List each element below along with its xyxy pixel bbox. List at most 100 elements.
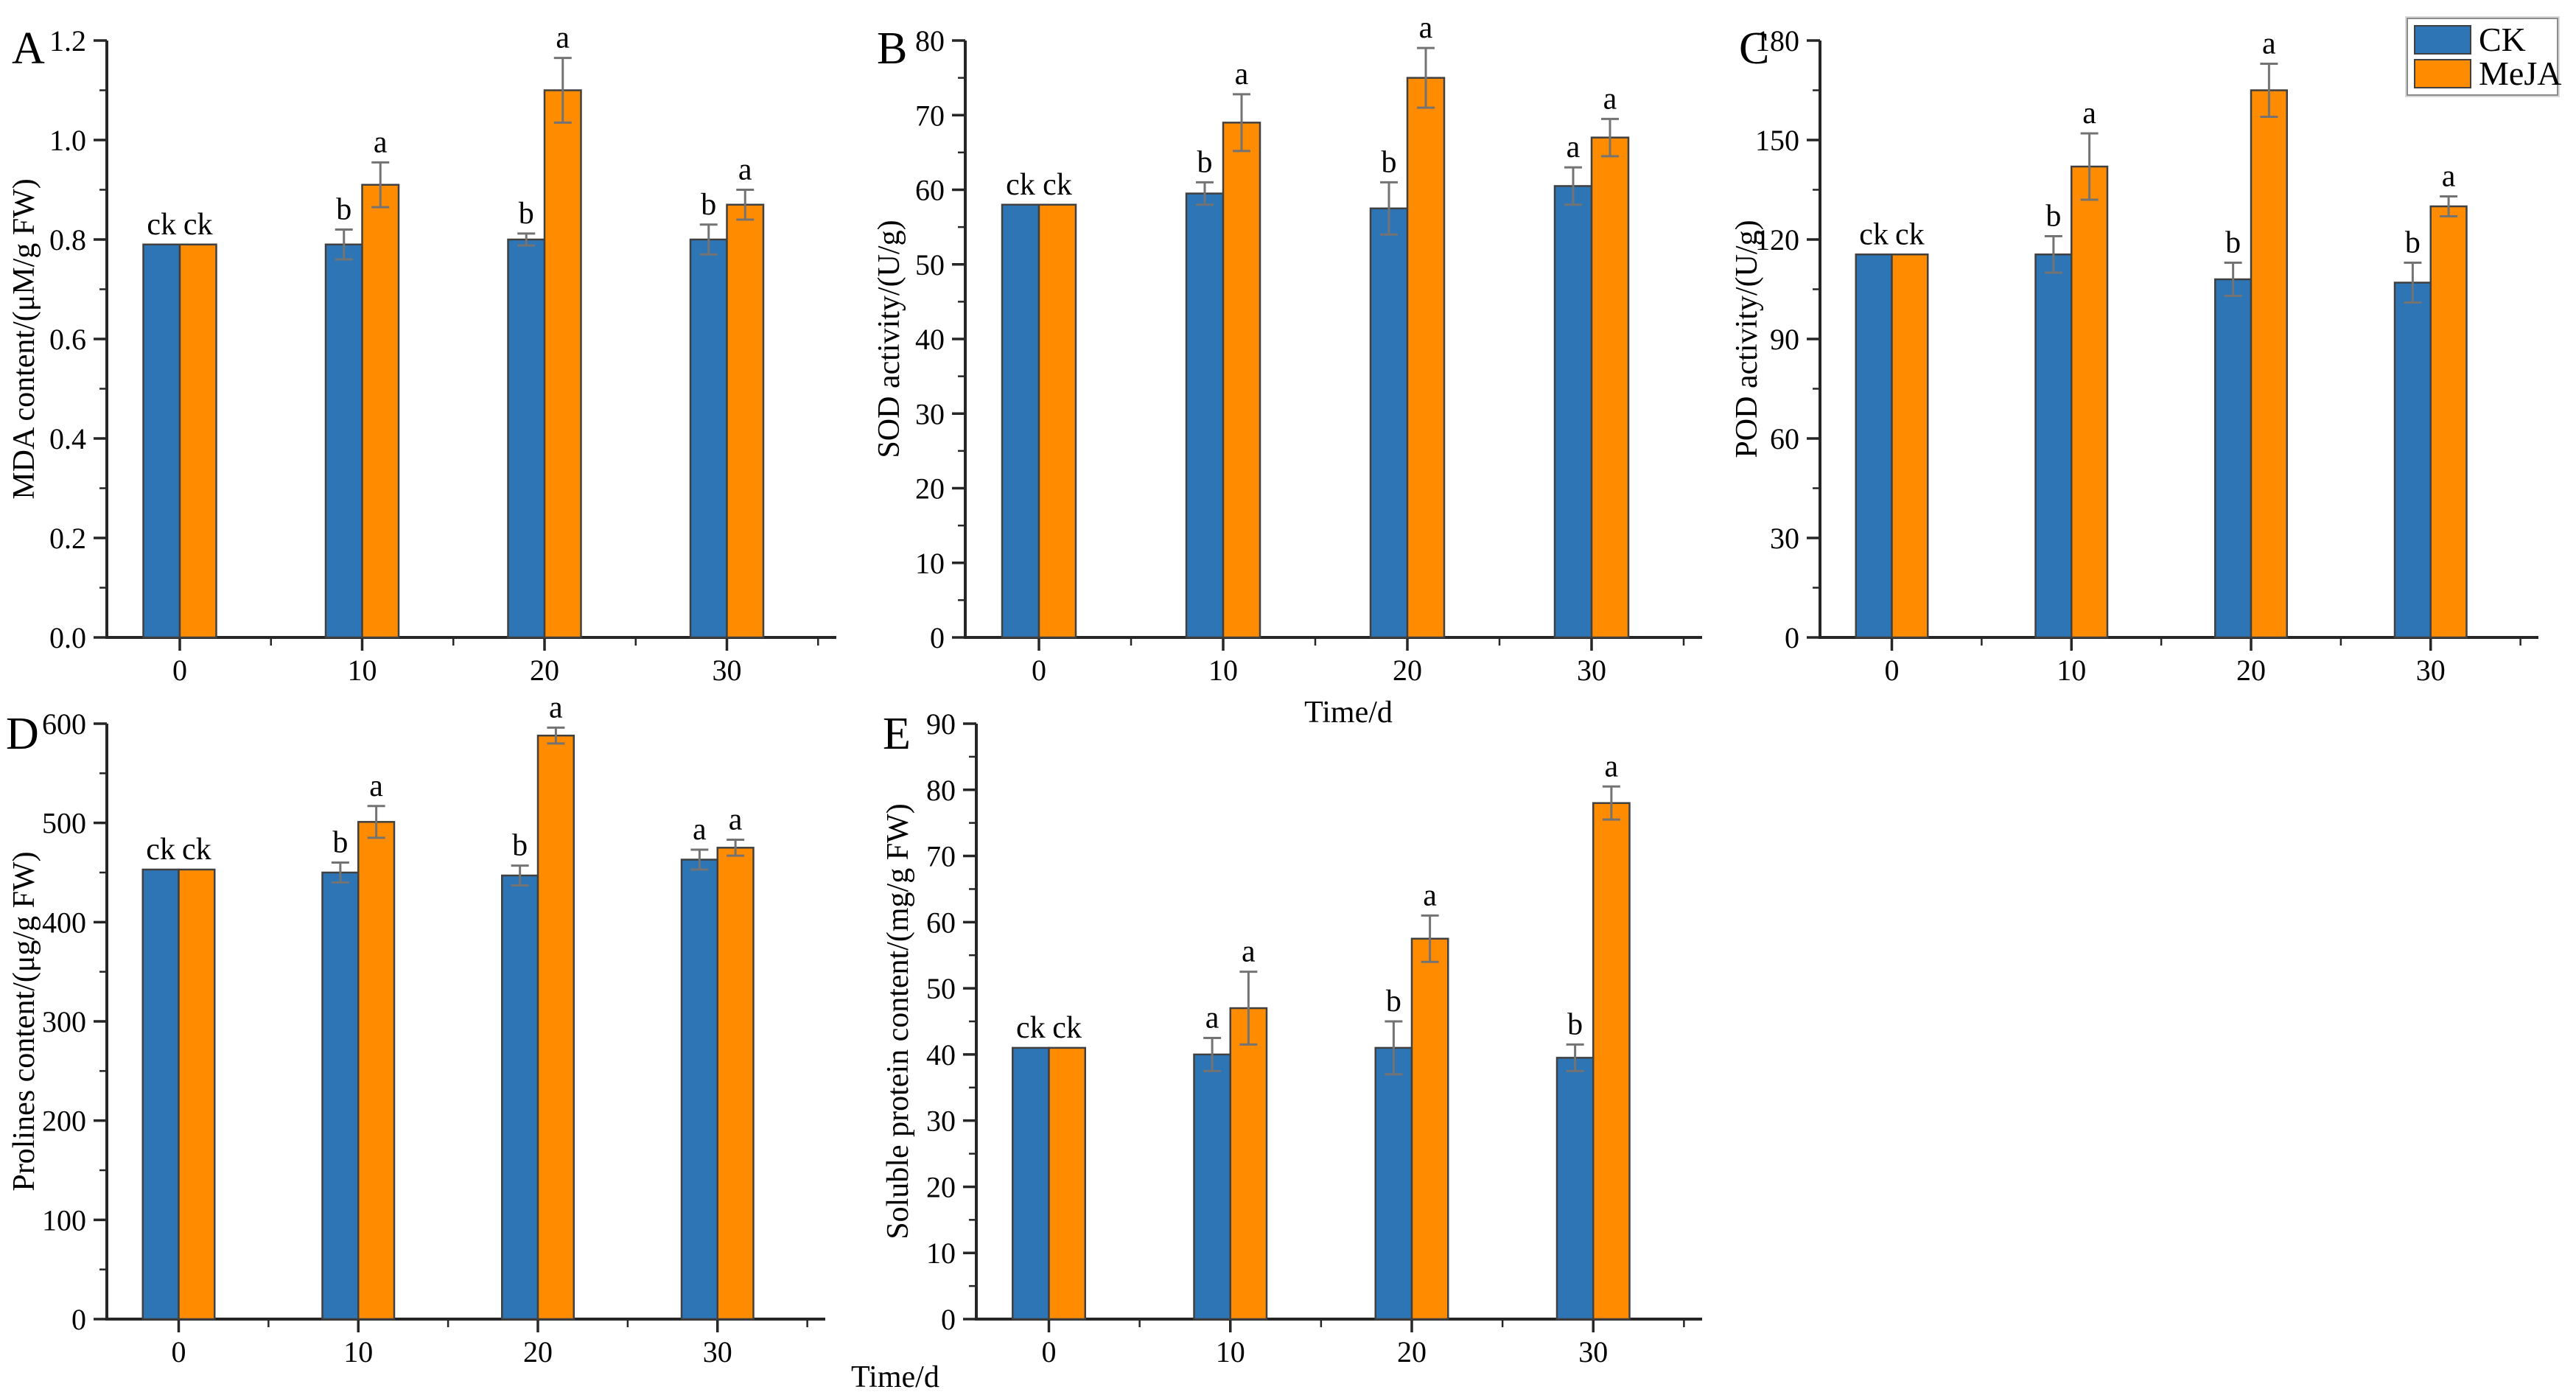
panel-letter-B: B (877, 24, 907, 74)
sig-label-ck-t30: b (2405, 226, 2421, 260)
legend-label-meja: MeJA (2479, 55, 2562, 92)
bar-meja-t0 (1891, 254, 1929, 639)
x-tick-label: 0 (1885, 654, 1900, 687)
y-axis-title-C: POD activity/(U/g) (1730, 220, 1764, 458)
x-tick-label: 20 (1393, 654, 1422, 687)
bar-ck-t20 (507, 238, 546, 639)
sig-label-ck-t10: b (2045, 200, 2061, 234)
sig-label-meja-t0: ck (1043, 168, 1072, 202)
y-tick-label: 60 (1770, 422, 1799, 455)
y-tick-label: 0.0 (49, 621, 86, 654)
bar-ck-t0 (1012, 1046, 1050, 1321)
y-axis-title-B: SOD activity/(U/g) (872, 220, 906, 458)
bar-ck-t30 (2393, 282, 2432, 639)
x-axis-title-D: Time/d (851, 1360, 939, 1394)
legend-swatch-meja (2414, 59, 2471, 88)
x-tick-label: 0 (1032, 654, 1046, 687)
legend: CK MeJA (2407, 18, 2562, 96)
bar-meja-t20 (543, 89, 582, 639)
y-tick-label: 40 (915, 323, 945, 356)
y-axis-title-E: Soluble protein content/(mg/g FW) (881, 803, 915, 1239)
y-tick-label: 0 (1785, 621, 1799, 654)
bar-meja-t30 (1590, 136, 1630, 639)
y-axis-title-D: Prolines content/(μg/g FW) (7, 851, 41, 1191)
y-tick-label: 400 (42, 906, 86, 939)
x-tick-label: 20 (523, 1335, 553, 1368)
sig-label-meja-t30: a (1605, 749, 1619, 783)
y-tick-label: 0.6 (49, 323, 86, 356)
x-tick-label: 30 (2416, 654, 2446, 687)
x-tick-label: 10 (348, 654, 377, 687)
sig-label-ck-t20: b (519, 197, 534, 231)
x-tick-label: 10 (1216, 1335, 1245, 1368)
y-tick-label: 70 (915, 99, 945, 132)
y-tick-label: 10 (926, 1237, 956, 1270)
bar-meja-t30 (2429, 205, 2468, 639)
sig-label-ck-t10: a (1205, 1001, 1219, 1035)
x-tick-label: 20 (1397, 1335, 1427, 1368)
sig-label-ck-t0: ck (1016, 1011, 1046, 1045)
sig-label-ck-t0: ck (147, 208, 176, 242)
bar-ck-t0 (142, 243, 181, 639)
sig-label-ck-t0: ck (146, 833, 175, 867)
sig-label-meja-t10: a (1242, 935, 1256, 969)
sig-label-meja-t0: ck (182, 833, 211, 867)
sig-label-meja-t0: ck (1895, 217, 1925, 251)
sig-label-ck-t0: ck (1006, 168, 1035, 202)
x-tick-label: 20 (530, 654, 559, 687)
y-tick-label: 300 (42, 1005, 86, 1038)
y-tick-label: 0 (941, 1303, 956, 1336)
sig-label-meja-t30: a (729, 803, 743, 837)
sig-label-meja-t20: a (556, 21, 570, 55)
bar-meja-t10 (357, 821, 396, 1321)
bar-meja-t20 (1406, 77, 1446, 639)
sig-label-meja-t20: a (1419, 11, 1433, 45)
legend-item-ck: CK (2414, 23, 2551, 57)
y-tick-label: 150 (1755, 124, 1799, 157)
x-tick-label: 10 (1208, 654, 1238, 687)
bar-ck-t20 (2214, 278, 2253, 639)
y-tick-label: 60 (926, 906, 956, 939)
y-tick-label: 180 (1755, 24, 1799, 57)
panel-letter-A: A (12, 24, 45, 74)
bar-ck-t10 (1193, 1053, 1231, 1321)
bar-meja-t10 (361, 183, 400, 639)
y-tick-label: 0.2 (49, 522, 86, 555)
bar-meja-t30 (726, 203, 765, 639)
y-tick-label: 70 (926, 840, 956, 873)
y-tick-label: 60 (915, 174, 945, 207)
sig-label-ck-t30: b (701, 188, 716, 222)
y-tick-label: 90 (1770, 323, 1799, 356)
y-tick-label: 500 (42, 807, 86, 840)
y-tick-label: 30 (926, 1105, 956, 1138)
sig-label-meja-t0: ck (1052, 1011, 1082, 1045)
bar-meja-t0 (1037, 203, 1077, 639)
sig-label-meja-t30: a (1603, 82, 1617, 116)
x-tick-label: 30 (703, 1335, 732, 1368)
x-tick-label: 10 (343, 1335, 373, 1368)
bar-ck-t0 (1855, 254, 1893, 639)
legend-label-ck: CK (2479, 21, 2526, 58)
bar-ck-t30 (680, 859, 718, 1321)
y-tick-label: 0 (930, 621, 945, 654)
sig-label-meja-t10: a (374, 125, 388, 159)
sig-label-ck-t20: b (1382, 145, 1397, 179)
y-tick-label: 30 (915, 397, 945, 430)
y-tick-label: 40 (926, 1038, 956, 1071)
y-tick-label: 90 (926, 707, 956, 741)
sig-label-meja-t0: ck (183, 208, 213, 242)
y-tick-label: 600 (42, 707, 86, 741)
sig-label-meja-t20: a (1423, 878, 1437, 912)
panel-C: C 0 30 60 90 120 150 180 0 10 20 30 ck b b b ck a a a POD ac… (1730, 24, 2538, 687)
sig-label-meja-t30: a (2442, 160, 2456, 194)
bar-ck-t20 (1369, 207, 1409, 639)
sig-label-meja-t10: a (369, 769, 383, 803)
x-tick-label: 30 (713, 654, 742, 687)
x-tick-label: 0 (172, 1335, 186, 1368)
sig-label-ck-t10: b (332, 826, 348, 860)
sig-label-ck-t10: b (1197, 145, 1213, 179)
sig-label-ck-t20: b (1386, 985, 1401, 1018)
bar-meja-t20 (2250, 89, 2288, 639)
x-axis-title-B: Time/d (1304, 696, 1393, 730)
